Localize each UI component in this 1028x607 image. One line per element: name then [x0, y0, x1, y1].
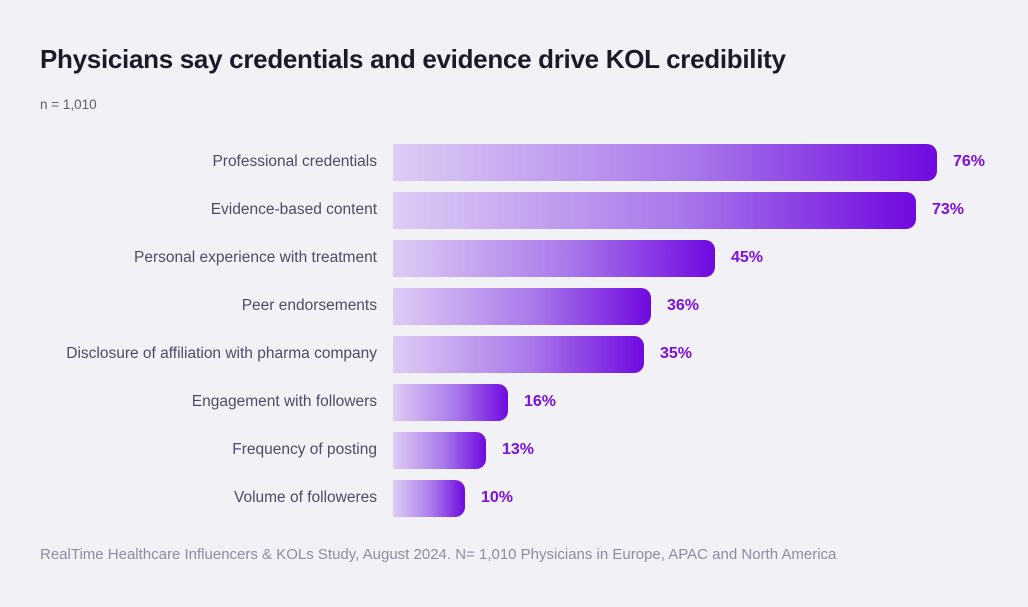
chart-row: Volume of followeres 10%: [40, 474, 988, 522]
bar: [393, 335, 644, 373]
chart-row: Frequency of posting 13%: [40, 426, 988, 474]
chart-row: Peer endorsements 36%: [40, 282, 988, 330]
bar: [393, 287, 651, 325]
chart-row: Personal experience with treatment 45%: [40, 234, 988, 282]
bar: [393, 431, 486, 469]
value-label: 76%: [953, 153, 986, 170]
source-note: RealTime Healthcare Influencers & KOLs S…: [40, 546, 837, 563]
category-label: Evidence-based content: [210, 201, 377, 218]
category-label: Disclosure of affiliation with pharma co…: [66, 345, 377, 362]
value-label: 45%: [731, 249, 764, 266]
value-label: 16%: [524, 393, 557, 410]
value-label: 36%: [667, 297, 700, 314]
bar: [393, 479, 465, 517]
bar: [393, 383, 508, 421]
category-label: Volume of followeres: [233, 489, 377, 506]
value-label: 73%: [932, 201, 965, 218]
value-label: 13%: [502, 441, 535, 458]
category-label: Frequency of posting: [232, 441, 377, 458]
chart-title: Physicians say credentials and evidence …: [40, 44, 786, 74]
value-label: 10%: [481, 489, 514, 506]
chart-row: Disclosure of affiliation with pharma co…: [40, 330, 988, 378]
category-label: Peer endorsements: [241, 297, 377, 314]
bar: [393, 143, 937, 181]
chart-row: Evidence-based content 73%: [40, 186, 988, 234]
category-label: Professional credentials: [212, 153, 377, 170]
chart-row: Professional credentials 76%: [40, 138, 988, 186]
category-label: Engagement with followers: [191, 393, 377, 410]
bar-chart: Professional credentials 76% Evidence-ba…: [40, 138, 988, 522]
category-label: Personal experience with treatment: [134, 249, 377, 266]
value-label: 35%: [660, 345, 693, 362]
bar: [393, 239, 715, 277]
bar: [393, 191, 916, 229]
chart-row: Engagement with followers 16%: [40, 378, 988, 426]
sample-size-note: n = 1,010: [40, 97, 97, 112]
